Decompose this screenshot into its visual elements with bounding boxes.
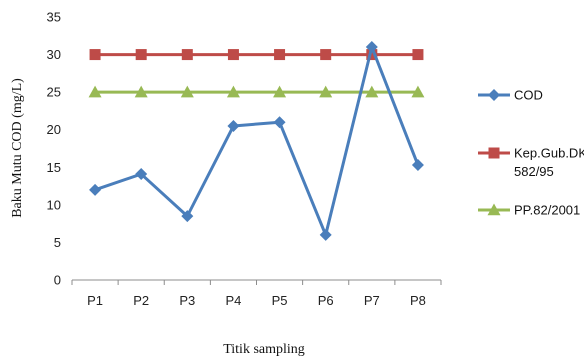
data-point <box>412 49 424 61</box>
x-tick-label: P6 <box>318 293 334 308</box>
data-point <box>180 85 194 98</box>
y-tick-label: 15 <box>47 160 61 175</box>
y-axis-ticks: 0 5 10 15 20 25 30 35 <box>47 10 61 288</box>
series-PP.82/2001 <box>88 85 425 98</box>
data-point <box>89 49 101 61</box>
x-tick-label: P7 <box>364 293 380 308</box>
data-point <box>181 210 194 223</box>
legend-label: COD <box>514 88 543 103</box>
y-tick-label: 25 <box>47 85 61 100</box>
x-axis-ticks: P1 P2 P3 P4 P5 P6 P7 P8 <box>71 280 442 308</box>
data-point <box>411 159 424 172</box>
x-axis-title: Titik sampling <box>223 342 305 357</box>
data-point <box>366 49 378 61</box>
legend-marker <box>487 203 501 216</box>
legend-item: PP.82/2001 <box>478 203 580 218</box>
data-point <box>88 85 102 98</box>
data-point <box>181 49 193 61</box>
data-point <box>274 49 286 61</box>
legend-label: PP.82/2001 <box>514 203 580 218</box>
legend-marker <box>488 147 500 159</box>
data-point <box>135 168 148 181</box>
data-point <box>319 228 332 241</box>
y-tick-label: 20 <box>47 122 61 137</box>
series-COD <box>89 41 424 241</box>
x-tick-label: P3 <box>179 293 195 308</box>
series-line <box>94 45 420 237</box>
data-point <box>319 85 333 98</box>
x-tick-label: P4 <box>225 293 241 308</box>
y-tick-label: 0 <box>54 273 61 288</box>
y-tick-label: 5 <box>54 235 61 250</box>
y-tick-label: 10 <box>47 197 61 212</box>
x-tick-label: P1 <box>87 293 103 308</box>
x-tick-label: P2 <box>133 293 149 308</box>
y-tick-label: 30 <box>47 47 61 62</box>
data-point <box>273 85 287 98</box>
data-point <box>89 183 102 196</box>
data-point <box>227 119 240 132</box>
x-tick-label: P8 <box>410 293 426 308</box>
legend-label: Kep.Gub.DKI <box>514 146 584 161</box>
data-point <box>320 49 332 61</box>
series-Kep.Gub.DKI 582/95 <box>89 49 424 61</box>
y-axis-title: Baku Mutu COD (mg/L) <box>10 78 25 218</box>
legend-item: Kep.Gub.DKI 582/95 <box>478 146 584 179</box>
data-point <box>135 49 147 61</box>
legend-label: 582/95 <box>514 164 554 179</box>
y-tick-label: 35 <box>47 10 61 25</box>
data-point <box>227 49 239 61</box>
legend-item: COD <box>478 88 543 103</box>
x-tick-label: P5 <box>272 293 288 308</box>
data-point <box>226 85 240 98</box>
legend-marker <box>488 89 500 101</box>
data-point <box>273 116 286 129</box>
series-layer <box>88 41 425 241</box>
legend: COD Kep.Gub.DKI 582/95 PP.82/2001 <box>478 88 584 218</box>
data-point <box>365 41 378 54</box>
data-point <box>134 85 148 98</box>
data-point <box>411 85 425 98</box>
data-point <box>365 85 379 98</box>
